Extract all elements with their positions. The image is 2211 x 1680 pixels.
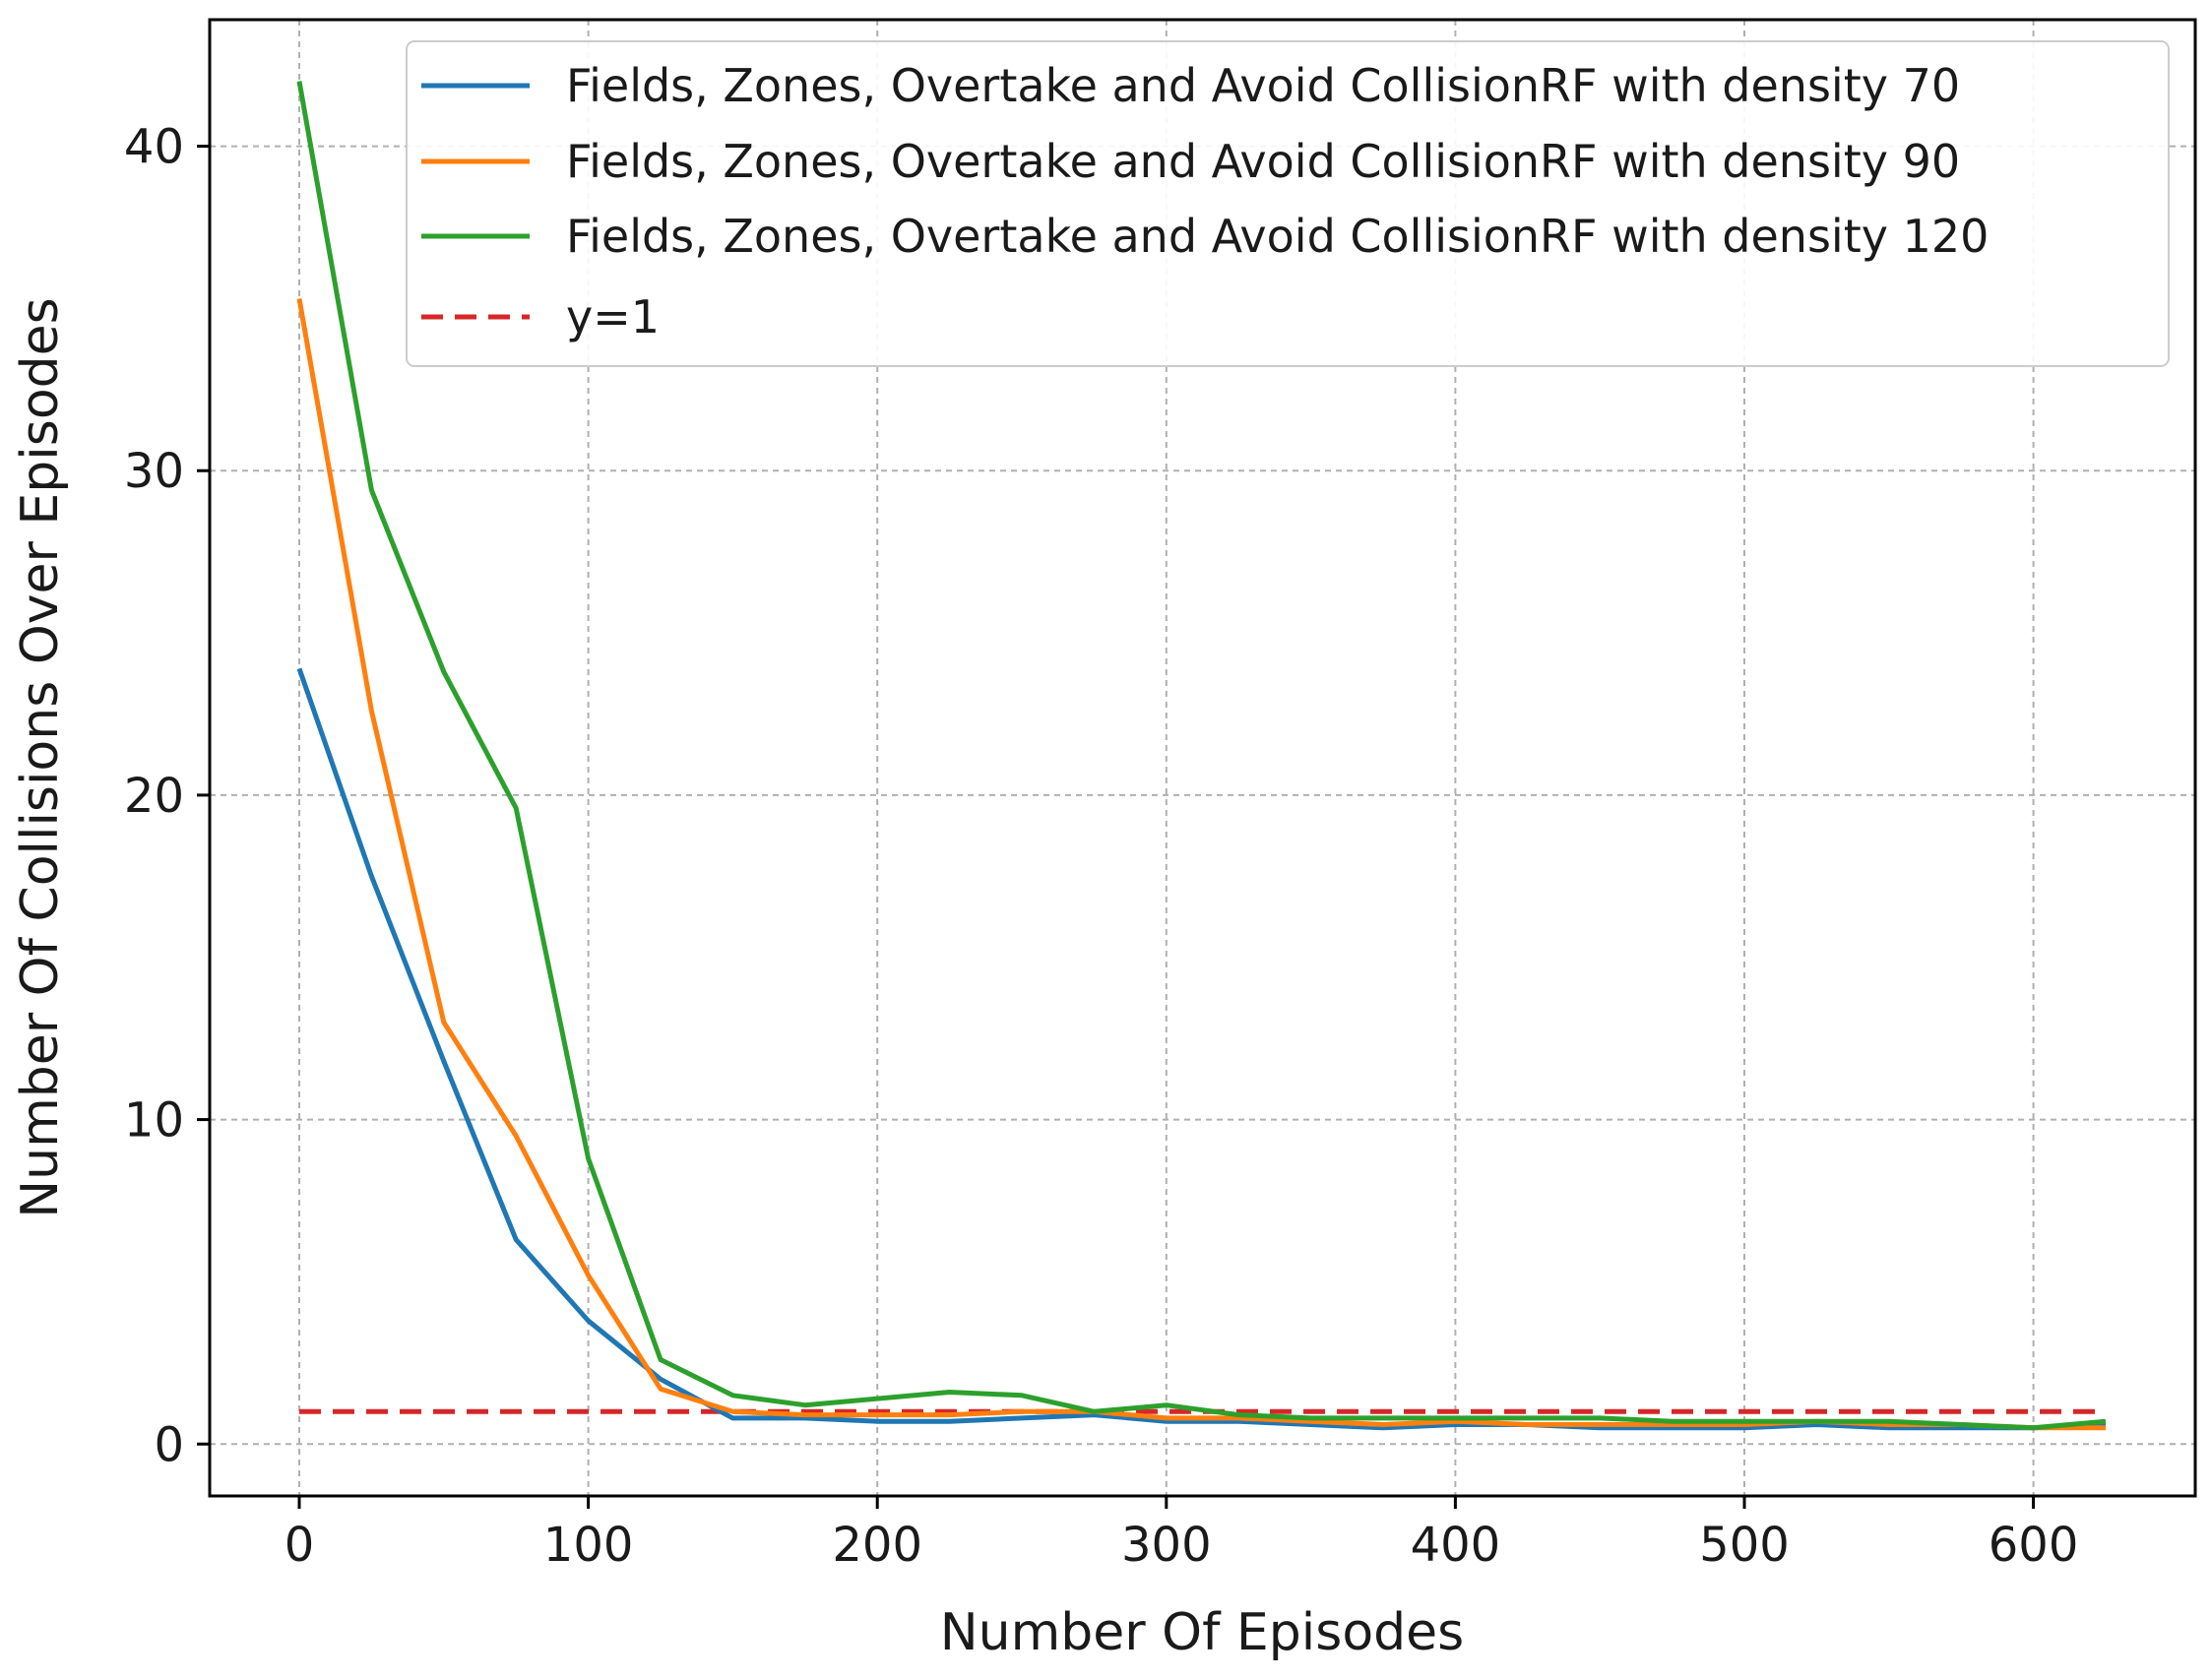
x-tick-label-500: 500 <box>1699 1518 1790 1573</box>
plot-frame <box>208 18 2197 1498</box>
x-tick-label-100: 100 <box>543 1518 634 1573</box>
legend-label-2: Fields, Zones, Overtake and Avoid Collis… <box>566 135 1960 188</box>
legend: Fields, Zones, Overtake and Avoid Collis… <box>406 40 2170 367</box>
y-tick-label-20: 20 <box>124 769 184 824</box>
legend-label-4: y=1 <box>566 290 660 343</box>
y-axis-label: Number Of Collisions Over Episodes <box>11 297 70 1218</box>
x-tick-label-600: 600 <box>1989 1518 2079 1573</box>
y-axis-ticks: 0 10 20 30 40 <box>124 120 210 1472</box>
legend-label-3: Fields, Zones, Overtake and Avoid Collis… <box>566 210 1989 263</box>
y-tick-label-30: 30 <box>124 444 184 499</box>
series-line-1 <box>296 667 2107 1431</box>
y-tick-label-40: 40 <box>124 120 184 175</box>
x-axis-label: Number Of Episodes <box>940 1603 1465 1662</box>
legend-box <box>406 40 2170 367</box>
y-tick-label-10: 10 <box>124 1093 184 1149</box>
x-tick-label-0: 0 <box>284 1518 315 1573</box>
x-tick-label-400: 400 <box>1411 1518 1501 1573</box>
x-tick-label-300: 300 <box>1121 1518 1212 1573</box>
y-tick-label-0: 0 <box>154 1417 184 1472</box>
x-tick-label-200: 200 <box>832 1518 922 1573</box>
grid <box>210 20 2195 1496</box>
series-line-3 <box>296 81 2107 1431</box>
x-axis-ticks: 0 100 200 300 400 500 600 <box>284 1496 2079 1573</box>
series-lines <box>296 81 2107 1431</box>
legend-label-1: Fields, Zones, Overtake and Avoid Collis… <box>566 59 1960 112</box>
